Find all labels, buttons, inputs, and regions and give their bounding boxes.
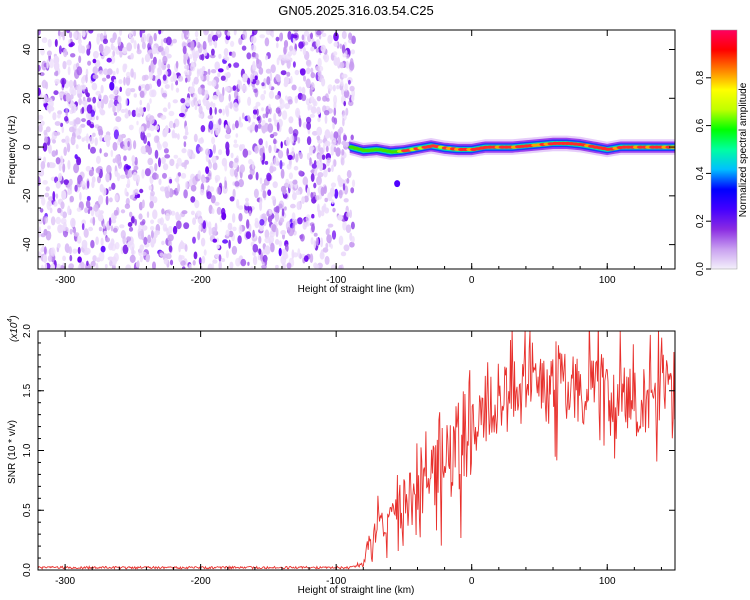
snr-ytick-label: 1.0 [22,443,33,457]
chart-title: GN05.2025.316.03.54.C25 [278,3,433,18]
noise-blobs [38,30,356,269]
snr-ytick-label: 0.0 [22,563,33,577]
snr-scale-prefix: (x10 [9,322,20,342]
spectrogram-xlabel: Height of straight line (km) [298,284,415,295]
snr-panel: -300 -200 -100 0 100 0.0 0.5 1.0 1.5 2.0 Height o… [7,315,676,596]
snr-xtick-label: -100 [326,576,346,587]
snr-xtick-label: 0 [469,576,475,587]
colorbar-tick-label: 0.2 [695,214,706,228]
spectrogram-frame [37,29,676,270]
colorbar-tick-label: 0.0 [695,262,706,276]
snr-xtick-label: -200 [191,576,211,587]
spectrogram-plot-area [38,30,675,269]
snr-scale-suffix: ) [9,315,20,319]
colorbar-tick-label: 0.8 [695,70,706,84]
snr-scale-exponent: 4 [7,319,14,323]
snr-scale-label: (x104) [7,315,20,342]
spectrogram-xtick-label: -100 [326,275,346,286]
spectrogram-xtick-label: -200 [191,275,211,286]
spectrogram-ytick-label: 20 [22,92,33,104]
snr-xlabel: Height of straight line (km) [298,585,415,596]
colorbar: 0.0 0.2 0.4 0.6 0.8 Normalized spectral ampl… [695,29,749,276]
snr-xtick-label: -300 [55,576,75,587]
snr-background [38,331,675,570]
colorbar-gradient [711,30,737,269]
snr-ytick-label: 0.5 [22,503,33,517]
snr-ytick-label: 2.0 [22,324,33,338]
spectrogram-ytick-label: 0 [22,144,33,150]
snr-ticks: -300 -200 -100 0 100 0.0 0.5 1.0 1.5 2.0 [22,324,675,587]
colorbar-ticks: 0.0 0.2 0.4 0.6 0.8 [695,70,711,276]
signal-trace [348,135,675,188]
spectrogram-xtick-label: 0 [469,275,475,286]
snr-xtick-label: 100 [599,576,616,587]
spectrogram-ytick-label: -40 [22,237,33,252]
snr-plot-area [38,331,675,570]
colorbar-label: Normalized spectral amplitude [738,82,749,217]
colorbar-tick-label: 0.6 [695,118,706,132]
spectrogram-xtick-label: -300 [55,275,75,286]
snr-ytick-label: 1.5 [22,383,33,397]
outlier-blob [394,180,401,188]
svg-text:(x104): (x104) [7,315,20,342]
spectrogram-xtick-label: 100 [599,275,616,286]
colorbar-frame [710,29,738,270]
snr-ylabel: SNR (10 * v/v) [7,420,18,484]
colorbar-tick-label: 0.4 [695,166,706,180]
spectrogram-ytick-label: 40 [22,44,33,56]
snr-line [38,331,675,570]
spectrogram-ylabel: Frequency (Hz) [7,116,18,185]
spectrogram-ytick-label: -20 [22,188,33,203]
